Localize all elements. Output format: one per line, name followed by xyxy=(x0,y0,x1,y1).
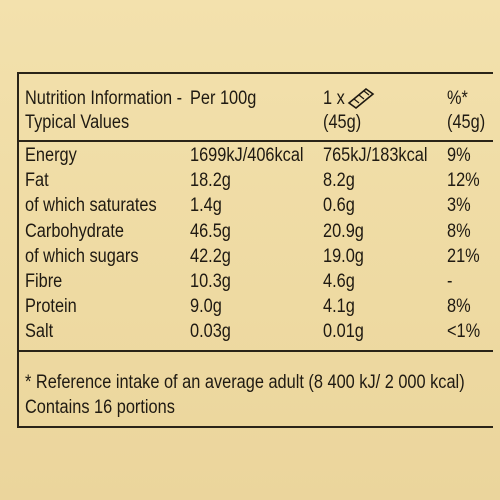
nutrient-value: 21% xyxy=(447,245,480,267)
header-cell: Per 100g xyxy=(190,88,257,109)
nutrient-value: 42.2g xyxy=(190,245,231,267)
header-cell: 1 x xyxy=(323,88,345,109)
footnote: * Reference intake of an average adult (… xyxy=(25,372,465,393)
nutrient-value: 12% xyxy=(447,170,480,192)
nutrient-value: 8% xyxy=(447,296,471,318)
nutrient-value: 8% xyxy=(447,220,471,242)
nutrient-name: Fat xyxy=(25,170,49,192)
nutrient-value: <1% xyxy=(447,321,481,343)
nutrient-name: of which sugars xyxy=(25,245,139,267)
nutrient-value: 9.0g xyxy=(190,296,222,318)
table-border xyxy=(17,72,493,428)
footnote: Contains 16 portions xyxy=(25,397,175,418)
nutrient-value: 4.6g xyxy=(323,271,355,292)
nutrient-value: 8.2g xyxy=(323,170,355,192)
nutrient-value: 0.6g xyxy=(323,195,355,217)
footer-rule xyxy=(17,350,493,352)
nutrient-value: 0.03g xyxy=(190,321,231,343)
header-cell: Typical Values xyxy=(25,112,130,133)
nutrient-value: 4.1g xyxy=(323,296,355,318)
nutrient-name: Carbohydrate xyxy=(25,220,125,242)
header-rule xyxy=(17,140,493,142)
nutrient-value: 3% xyxy=(447,195,471,217)
nutrient-value: 18.2g xyxy=(190,170,231,192)
header-cell: (45g) xyxy=(323,112,362,133)
nutrient-value: 9% xyxy=(447,145,471,166)
nutrient-value: 10.3g xyxy=(190,271,231,292)
nutrient-value: 765kJ/183kcal xyxy=(323,145,428,166)
nutrient-name: of which saturates xyxy=(25,195,157,217)
nutrient-value: 0.01g xyxy=(323,321,364,343)
bar-icon xyxy=(347,87,375,110)
nutrient-value: - xyxy=(447,271,453,292)
nutrient-name: Protein xyxy=(25,296,77,318)
nutrient-name: Salt xyxy=(25,321,54,343)
nutrient-value: 20.9g xyxy=(323,220,364,242)
header-cell: %* xyxy=(447,88,468,109)
header-cell: Nutrition Information - xyxy=(25,88,183,109)
header-cell: (45g) xyxy=(447,112,486,133)
nutrient-name: Energy xyxy=(25,145,77,166)
nutrient-value: 1699kJ/406kcal xyxy=(190,145,304,166)
nutrient-name: Fibre xyxy=(25,271,63,292)
nutrient-value: 1.4g xyxy=(190,195,222,217)
nutrient-value: 46.5g xyxy=(190,220,231,242)
nutrient-value: 19.0g xyxy=(323,245,364,267)
